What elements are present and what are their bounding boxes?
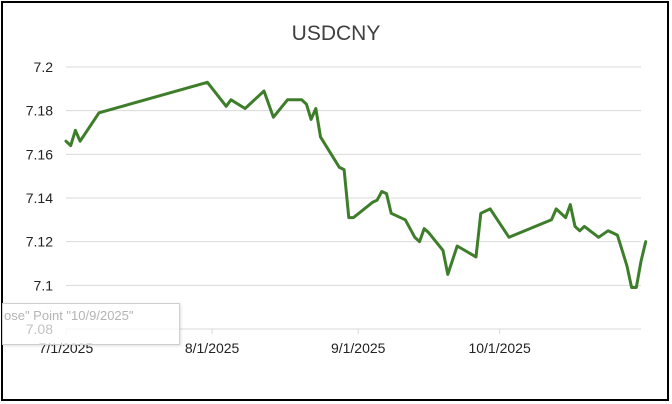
y-tick-label: 7.14 bbox=[26, 190, 53, 206]
y-tick-label: 7.18 bbox=[26, 103, 53, 119]
series-line bbox=[64, 80, 648, 289]
x-tick-label: 10/1/2025 bbox=[468, 340, 530, 356]
y-tick-label: 7.1 bbox=[34, 277, 54, 293]
x-tick-label: 8/1/2025 bbox=[185, 340, 240, 356]
chart-tooltip: ose" Point "10/9/2025" bbox=[2, 303, 180, 345]
chart-title: USDCNY bbox=[291, 22, 381, 45]
tooltip-text: ose" Point "10/9/2025" bbox=[4, 308, 134, 323]
y-tick-label: 7.16 bbox=[26, 146, 53, 162]
y-tick-label: 7.12 bbox=[26, 234, 53, 250]
y-tick-label: 7.2 bbox=[34, 59, 54, 75]
x-tick-label: 9/1/2025 bbox=[331, 340, 386, 356]
